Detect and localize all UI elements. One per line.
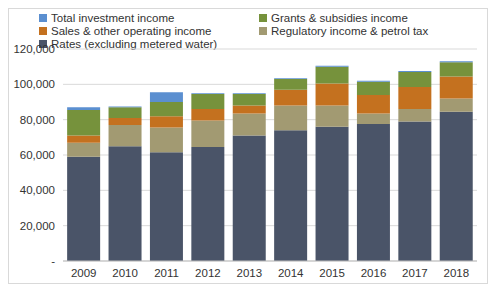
svg-text:-: - xyxy=(51,255,55,267)
svg-text:2012: 2012 xyxy=(195,267,221,279)
html-text:Rates (excluding metered water: Rates (excluding metered water) xyxy=(51,38,218,50)
svg-text:2017: 2017 xyxy=(402,267,428,279)
html-text:Total investment income: Total investment income xyxy=(51,12,175,24)
html-text:Regulatory income & petrol tax: Regulatory income & petrol tax xyxy=(271,25,429,37)
svg-text:2018: 2018 xyxy=(444,267,470,279)
svg-text:40,000: 40,000 xyxy=(20,184,55,196)
svg-text:2010: 2010 xyxy=(112,267,138,279)
svg-text:100,000: 100,000 xyxy=(13,78,55,90)
svg-text:2015: 2015 xyxy=(319,267,345,279)
html-text:Grants & subsidies income: Grants & subsidies income xyxy=(271,12,408,24)
svg-text:120,000: 120,000 xyxy=(13,43,55,55)
svg-text:2013: 2013 xyxy=(237,267,263,279)
svg-text:2009: 2009 xyxy=(71,267,97,279)
html-text:Sales & other operating income: Sales & other operating income xyxy=(51,25,212,37)
svg-text:80,000: 80,000 xyxy=(20,114,55,126)
svg-text:20,000: 20,000 xyxy=(20,220,55,232)
svg-text:2016: 2016 xyxy=(361,267,387,279)
svg-text:2014: 2014 xyxy=(278,267,304,279)
svg-text:60,000: 60,000 xyxy=(20,149,55,161)
svg-text:2011: 2011 xyxy=(154,267,179,279)
